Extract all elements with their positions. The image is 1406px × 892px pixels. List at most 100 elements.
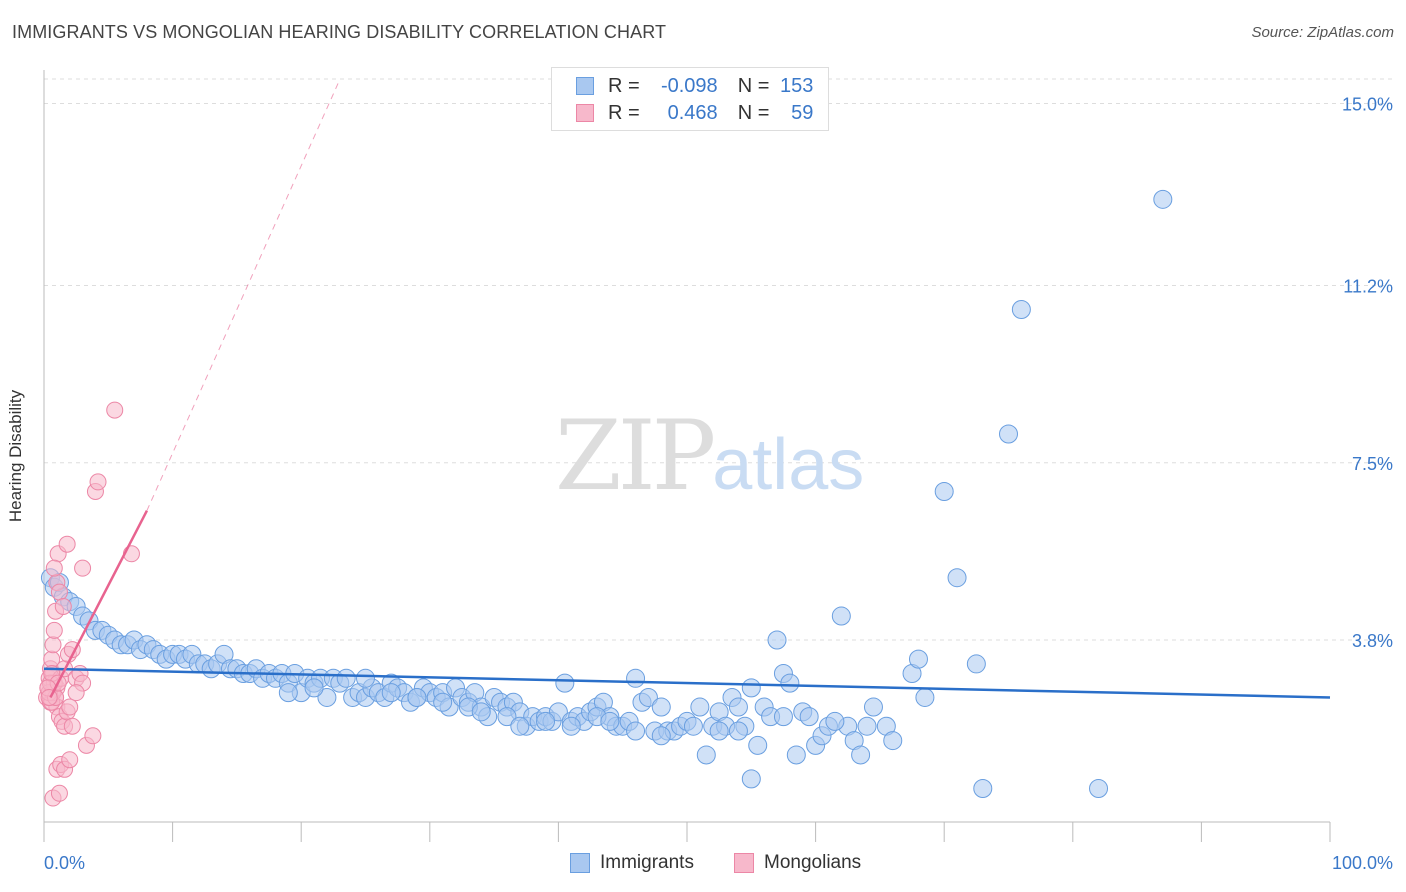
immigrants-point xyxy=(748,735,768,755)
mongolians-trend-line xyxy=(49,510,148,699)
immigrants-point xyxy=(471,702,491,722)
immigrants-point xyxy=(851,745,871,765)
x-tick-label: 0.0% xyxy=(44,853,85,873)
mongolians-point xyxy=(54,597,72,615)
mongolians-swatch xyxy=(576,104,594,122)
y-tick-label: 7.5% xyxy=(1352,454,1393,474)
mongolians-trend-extension xyxy=(146,79,341,511)
chart-title: IMMIGRANTS VS MONGOLIAN HEARING DISABILI… xyxy=(12,22,667,42)
immigrants-point xyxy=(728,697,748,717)
immigrants-point xyxy=(863,697,883,717)
immigrants-point xyxy=(555,673,575,693)
immigrants-trend-line xyxy=(43,667,1331,699)
immigrants-point xyxy=(934,482,954,502)
tick-labels: 3.8% 7.5% 11.2% 15.0% 0.0% 100.0% xyxy=(44,95,1393,873)
mongolians-point xyxy=(44,636,62,654)
r-label: R = xyxy=(608,74,640,97)
immigrants-point xyxy=(999,424,1018,444)
r-label: R = xyxy=(608,101,640,124)
immigrants-legend-swatch xyxy=(570,853,590,873)
immigrants-point xyxy=(651,726,671,746)
immigrants-point xyxy=(278,683,298,703)
n-value: 153 xyxy=(780,74,814,97)
y-tick-label: 3.8% xyxy=(1352,631,1393,651)
immigrants-point xyxy=(780,673,800,693)
immigrants-point xyxy=(407,687,427,707)
mongolians-point xyxy=(74,559,92,577)
legend-item-mongolians[interactable]: Mongolians xyxy=(734,852,861,874)
immigrants-point xyxy=(799,707,819,727)
immigrants-point xyxy=(857,716,877,736)
immigrants-point xyxy=(304,678,324,698)
immigrants-point xyxy=(600,711,620,731)
immigrants-point xyxy=(773,707,793,727)
immigrants-point xyxy=(626,668,646,688)
n-label: N = xyxy=(737,101,770,124)
immigrants-point xyxy=(510,716,530,736)
mongolians-point xyxy=(67,684,85,702)
correlation-row-immigrants: R = -0.098 N = 153 xyxy=(576,74,813,98)
immigrants-point xyxy=(536,711,556,731)
mongolians-point xyxy=(50,583,68,601)
y-axis-label: Hearing Disability xyxy=(6,389,25,523)
mongolians-point xyxy=(61,698,79,716)
immigrants-point xyxy=(317,687,337,707)
immigrants-point xyxy=(651,697,671,717)
immigrants-point xyxy=(915,687,935,707)
immigrants-point xyxy=(973,778,993,798)
source-credit: Source: ZipAtlas.com xyxy=(1251,24,1394,41)
immigrants-point xyxy=(728,721,748,741)
immigrants-swatch xyxy=(576,77,594,95)
mongolians-point xyxy=(45,621,63,639)
immigrants-point xyxy=(947,568,967,588)
immigrants-point xyxy=(831,606,851,626)
watermark-zip: ZIP xyxy=(555,400,716,512)
legend-item-immigrants[interactable]: Immigrants xyxy=(570,852,694,874)
mongolians-point xyxy=(106,401,124,419)
legend-label-mongolians: Mongolians xyxy=(764,852,862,873)
correlation-box: R = -0.098 N = 153 R = 0.468 N = 59 xyxy=(551,67,829,131)
mongolians-point xyxy=(40,688,58,706)
x-tick-label: 100.0% xyxy=(1332,853,1393,873)
n-value: 59 xyxy=(791,101,814,124)
mongolians-point xyxy=(50,784,68,802)
mongolians-point xyxy=(89,473,107,491)
immigrants-point xyxy=(1011,299,1031,319)
immigrants-point xyxy=(1089,778,1109,798)
immigrants-point xyxy=(786,745,806,765)
immigrants-point xyxy=(1153,189,1173,209)
immigrants-point xyxy=(741,678,761,698)
immigrants-point xyxy=(497,707,517,727)
trend-lines xyxy=(43,79,1331,699)
r-value: 0.468 xyxy=(667,101,718,124)
immigrants-point xyxy=(433,692,453,712)
immigrants-point xyxy=(883,731,903,751)
r-value: -0.098 xyxy=(660,74,718,97)
immigrants-point xyxy=(825,711,845,731)
mongolians-point xyxy=(63,717,81,735)
mongolians-point xyxy=(61,751,79,769)
immigrants-point xyxy=(356,668,375,688)
immigrants-point xyxy=(908,649,928,669)
immigrants-point xyxy=(696,745,716,765)
mongolians-point xyxy=(45,559,63,577)
legend-label-immigrants: Immigrants xyxy=(600,852,694,873)
y-tick-label: 15.0% xyxy=(1342,95,1393,115)
grid-lines xyxy=(44,78,1392,641)
immigrants-point xyxy=(966,654,986,674)
immigrants-point xyxy=(741,769,761,789)
immigrants-point xyxy=(336,668,356,688)
immigrants-point xyxy=(381,683,401,703)
immigrants-point xyxy=(683,716,703,736)
correlation-row-mongolians: R = 0.468 N = 59 xyxy=(576,101,813,125)
y-tick-label: 11.2% xyxy=(1343,277,1393,297)
n-label: N = xyxy=(737,74,770,97)
mongolians-point xyxy=(84,727,102,745)
watermark-atlas: atlas xyxy=(712,425,865,505)
immigrants-point xyxy=(561,716,581,736)
immigrants-point xyxy=(548,702,568,722)
mongolians-point xyxy=(58,535,76,553)
immigrants-point xyxy=(690,697,710,717)
immigrants-point xyxy=(626,721,646,741)
